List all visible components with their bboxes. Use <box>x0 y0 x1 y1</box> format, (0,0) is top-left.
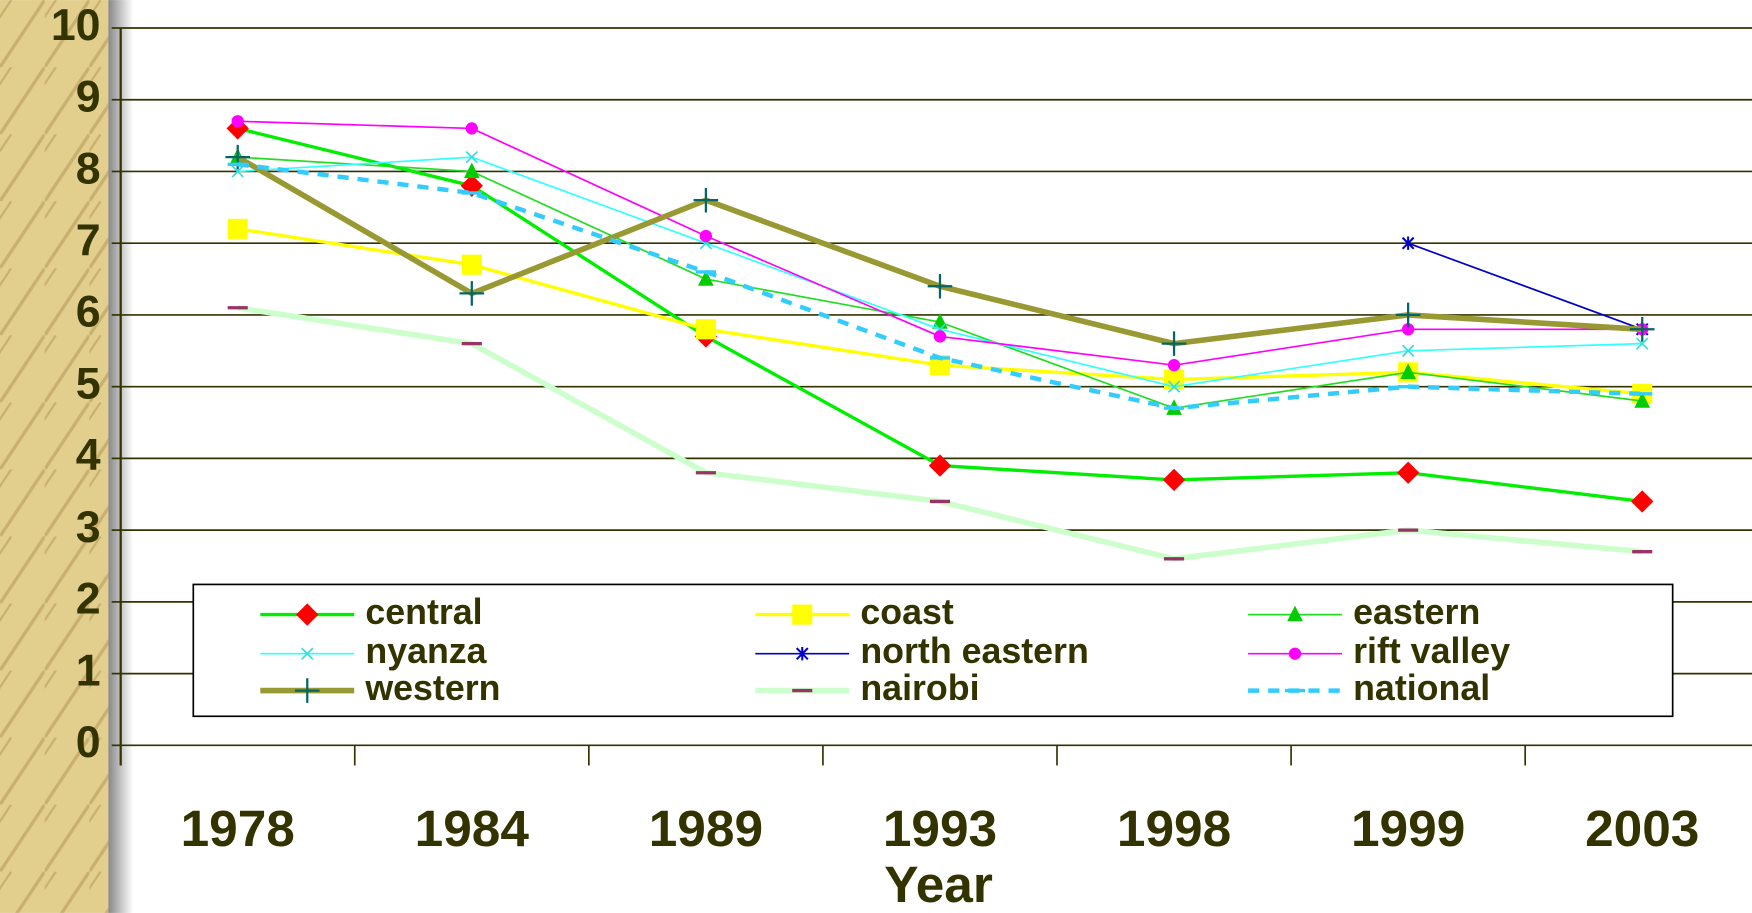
series-line <box>237 156 1643 388</box>
marker <box>301 647 314 660</box>
marker <box>1395 302 1421 328</box>
y-tick-label: 7 <box>76 216 101 265</box>
legend-item: western <box>260 668 500 708</box>
marker <box>231 165 244 178</box>
marker <box>933 330 947 343</box>
x-axis-label: Year <box>884 855 993 913</box>
marker <box>1401 344 1415 357</box>
marker <box>792 604 813 625</box>
x-tick-label: 1978 <box>181 799 295 857</box>
y-tick-label: 9 <box>76 73 101 122</box>
legend-item: nyanza <box>260 631 488 671</box>
marker <box>461 254 482 275</box>
y-tick-label: 10 <box>51 1 101 50</box>
series-line <box>237 304 1643 562</box>
legend-item: nairobi <box>755 668 980 708</box>
y-tick-label: 4 <box>76 431 101 480</box>
y-tick-label: 2 <box>76 575 101 624</box>
legend-label: national <box>1353 668 1490 708</box>
legend-label: central <box>365 592 482 632</box>
legend-box <box>192 583 1674 718</box>
marker <box>465 122 478 135</box>
legend-label: coast <box>860 592 953 632</box>
marker <box>1636 337 1649 350</box>
marker <box>1167 359 1181 372</box>
marker <box>1400 363 1416 380</box>
marker <box>795 647 809 661</box>
y-tick-label: 8 <box>76 144 101 193</box>
y-tick-label: 3 <box>76 503 101 552</box>
x-tick-label: 1993 <box>883 799 997 857</box>
x-tick-label: 1984 <box>415 799 530 857</box>
marker <box>231 115 244 128</box>
marker <box>699 229 713 243</box>
legend-label: nairobi <box>860 668 979 708</box>
marker <box>1629 316 1655 342</box>
x-tick-label: 1998 <box>1117 799 1231 857</box>
legend-label: north eastern <box>860 631 1088 671</box>
marker <box>1162 468 1186 492</box>
side-panel <box>0 0 109 913</box>
marker <box>1161 331 1187 356</box>
legend-label: western <box>364 668 500 708</box>
marker <box>929 355 951 376</box>
marker <box>1287 605 1303 622</box>
marker <box>1401 323 1415 336</box>
marker <box>1167 380 1181 393</box>
legend-item: coast <box>755 592 954 632</box>
marker <box>1634 392 1651 408</box>
series-line <box>1407 242 1643 331</box>
marker <box>693 187 719 213</box>
x-tick-label: 2003 <box>1585 799 1699 857</box>
x-tick-label: 1999 <box>1351 799 1465 857</box>
marker <box>698 270 714 286</box>
marker <box>928 454 952 477</box>
legend-item: rift valley <box>1248 631 1510 671</box>
marker <box>465 150 478 164</box>
legend-label: eastern <box>1353 592 1480 632</box>
legend-item: national <box>1248 668 1490 708</box>
marker <box>463 162 480 179</box>
y-tick-label: 1 <box>76 646 101 695</box>
x-tick-label: 1989 <box>649 799 763 857</box>
marker <box>1401 236 1415 250</box>
y-tick-label: 6 <box>76 288 101 337</box>
legend-item: central <box>260 592 483 632</box>
marker <box>1163 369 1185 390</box>
y-tick-label: 5 <box>76 359 101 408</box>
y-tick-label: 0 <box>76 718 101 767</box>
legend-label: nyanza <box>365 631 487 671</box>
marker <box>1288 647 1302 660</box>
marker <box>1396 461 1420 484</box>
marker <box>459 281 485 306</box>
legend-item: eastern <box>1248 592 1480 632</box>
marker <box>227 218 248 239</box>
marker <box>1631 490 1654 513</box>
marker <box>294 678 320 703</box>
marker <box>695 319 716 340</box>
marker <box>927 273 953 299</box>
legend-item: north eastern <box>755 631 1089 671</box>
legend-label: rift valley <box>1353 631 1510 671</box>
